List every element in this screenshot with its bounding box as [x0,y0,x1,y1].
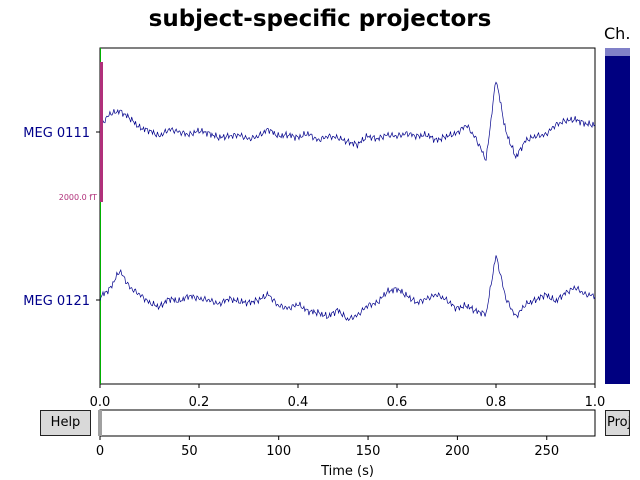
x-tick-label: 0.2 [189,395,210,410]
x-tick-label: 0.6 [387,395,408,410]
channel-scrollbar[interactable] [605,48,630,384]
trace-meg-0111 [100,81,596,161]
time-axis-label: Time (s) [320,464,374,479]
time-tick-label: 50 [181,444,198,459]
time-tick-label: 0 [96,444,104,459]
proj-button[interactable]: Proj [605,410,630,436]
x-tick-label: 0.8 [486,395,507,410]
time-tick-label: 250 [534,444,559,459]
x-tick-label: 0.0 [90,395,111,410]
trace-plot-area[interactable]: MEG 0111 MEG 0121 2000.0 fT 0.0 0.2 0.4 0.6 0.8… [23,47,606,410]
channel-scroll-thumb[interactable] [605,48,630,56]
time-tick-label: 100 [266,444,291,459]
x-tick-label: 0.4 [288,395,309,410]
plot-frame [99,47,596,385]
scale-bar-label: 2000.0 fT [59,193,97,202]
channel-label[interactable]: MEG 0111 [23,126,90,141]
time-tick-label: 150 [356,444,381,459]
channel-label[interactable]: MEG 0121 [23,294,90,309]
time-scrollbar[interactable]: 0 50 100 150 200 250 Time (s) [96,409,596,479]
trace-meg-0121 [99,255,596,321]
time-scroll-thumb[interactable] [98,410,102,436]
time-scroll-track[interactable] [99,409,596,437]
help-button[interactable]: Help [40,410,91,436]
channel-scrollbar-label: Ch. [604,24,631,43]
x-tick-label: 1.0 [585,395,606,410]
time-tick-label: 200 [445,444,470,459]
figure-title: subject-specific projectors [148,6,492,32]
channel-scroll-track[interactable] [605,48,630,384]
